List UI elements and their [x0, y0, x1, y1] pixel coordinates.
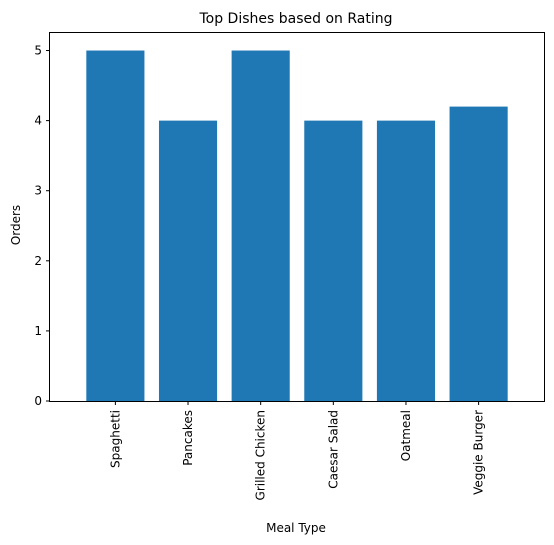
bar-spaghetti [86, 50, 145, 402]
x-tick-label: Caesar Salad [326, 410, 340, 489]
y-tick-label: 0 [34, 394, 42, 408]
x-axis: Spaghetti Pancakes Grilled Chicken Caesar S… [108, 401, 486, 500]
y-tick-label: 4 [34, 114, 42, 128]
bar-veggie-burger [449, 106, 508, 401]
bar-grilled-chicken [231, 50, 290, 402]
bar-caesar-salad [304, 120, 363, 401]
chart-title: Top Dishes based on Rating [198, 11, 392, 27]
plot-frame [49, 32, 545, 402]
bar-oatmeal [376, 120, 436, 401]
y-tick-label: 5 [34, 44, 42, 58]
x-tick-label: Pancakes [181, 410, 195, 466]
bars-group [86, 50, 508, 402]
x-tick-label: Grilled Chicken [254, 410, 268, 500]
x-tick-label: Oatmeal [399, 410, 413, 461]
x-tick-label: Spaghetti [108, 410, 122, 468]
y-axis: 0 1 2 3 4 5 [34, 44, 50, 408]
y-tick-label: 1 [34, 324, 42, 338]
y-tick-label: 3 [34, 184, 42, 198]
x-axis-label: Meal Type [266, 521, 326, 535]
bar-pancakes [158, 120, 218, 401]
y-tick-label: 2 [34, 254, 42, 268]
x-tick-label: Veggie Burger [472, 410, 486, 495]
y-axis-label: Orders [9, 205, 23, 245]
